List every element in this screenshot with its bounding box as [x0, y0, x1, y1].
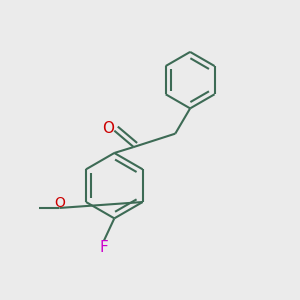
- Text: F: F: [100, 240, 108, 255]
- Text: O: O: [54, 196, 65, 210]
- Text: O: O: [102, 121, 114, 136]
